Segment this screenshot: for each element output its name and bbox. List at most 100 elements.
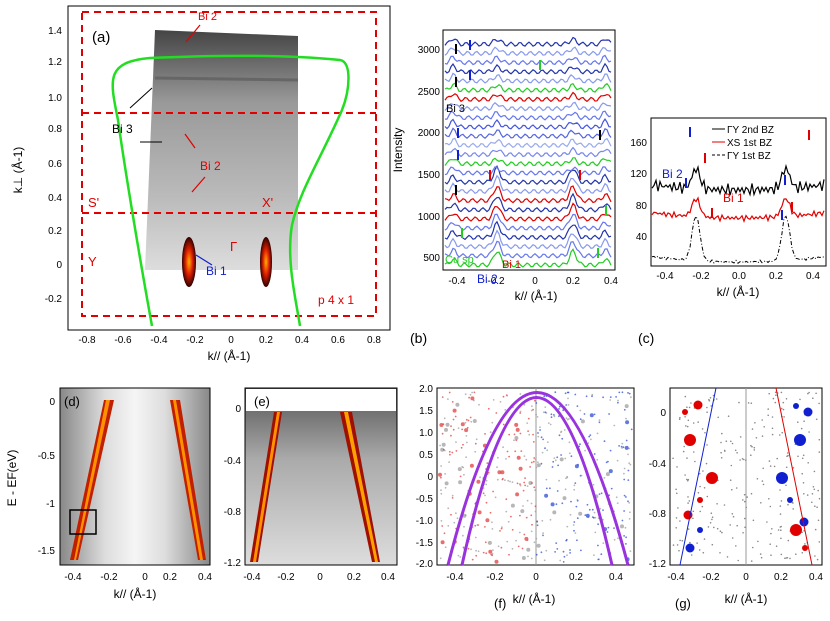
band-dot [594, 531, 597, 534]
band-dot [540, 462, 543, 465]
band-dot [523, 403, 526, 406]
ytick: -1.5 [38, 546, 56, 557]
band-dot [596, 458, 599, 461]
panel-a-ylabel: k⊥ (Å-1) [10, 147, 25, 193]
band-dot [721, 531, 723, 534]
band-dot [682, 450, 685, 453]
arrow [191, 176, 206, 193]
panel-a-xlabel: k// (Å-1) [208, 348, 251, 363]
band-dot [629, 463, 632, 466]
reconstruction-label: p 4 x 1 [318, 293, 354, 307]
band-dot [510, 503, 515, 508]
xtick: -0.2 [486, 572, 504, 583]
band-dot [701, 505, 704, 508]
band-dot [753, 449, 756, 451]
band-dot [561, 502, 564, 505]
ytick: 0 [235, 404, 241, 415]
band-dot [573, 488, 576, 491]
band-dot-large [693, 400, 703, 410]
band-dot [787, 503, 789, 506]
band-dot [579, 418, 582, 421]
band-dot [698, 549, 701, 551]
band-dot [592, 483, 595, 486]
band-dot [725, 440, 728, 443]
band-dot [442, 423, 445, 426]
band-dot [574, 532, 577, 534]
band-dot [544, 493, 549, 498]
ytick: 0 [49, 397, 55, 408]
band-dot [464, 428, 469, 433]
band-dot [505, 458, 507, 460]
band-dot [489, 511, 492, 514]
band-dot [624, 526, 627, 529]
band-dot [779, 526, 782, 528]
band-dot [782, 408, 785, 411]
panel-e: (e) 0 -0.4 -0.8 -1.2 -0.4 -0.2 0 0.2 0.4 [224, 387, 398, 583]
band-dot [546, 449, 549, 452]
band-dot [756, 478, 759, 480]
band-dot-large [803, 407, 813, 417]
band-dot [444, 546, 447, 549]
band-dot [774, 401, 777, 404]
band-dot [622, 446, 625, 449]
bi2-label: Bi 2 [662, 167, 683, 181]
band-dot [784, 557, 786, 560]
band-dot [818, 497, 821, 500]
panel-c-label: (c) [638, 330, 654, 346]
band-dot [779, 434, 781, 436]
band-dot [545, 549, 548, 552]
band-dot [731, 488, 733, 491]
panel-f-dots [438, 391, 633, 564]
xtick: -0.4 [64, 572, 82, 583]
ytick: 40 [636, 232, 648, 243]
band-dot [617, 401, 619, 404]
ytick: 2500 [418, 87, 441, 98]
band-dot [688, 500, 691, 502]
band-dot [579, 443, 581, 446]
band-dot [800, 427, 803, 430]
band-dot [532, 433, 534, 436]
band-dot [694, 460, 696, 463]
band-dot [505, 498, 508, 501]
band-dot [569, 549, 571, 551]
band-dot [745, 459, 747, 462]
ytick: 80 [636, 201, 648, 212]
band-dot [709, 522, 712, 524]
bi2-label: Bi 2 [477, 272, 498, 286]
band-dot [466, 441, 468, 444]
band-dot [757, 540, 759, 543]
band-dot [519, 483, 521, 485]
band-dot [506, 450, 509, 453]
band-dot [554, 459, 557, 462]
band-dot [574, 393, 577, 396]
band-dot [491, 554, 494, 557]
band-dot [706, 495, 709, 498]
band-dot [583, 413, 586, 415]
panel-a: 1.4 1.2 1.0 0.8 0.6 0.4 0.2 0 -0.2 -0.8 … [10, 5, 391, 363]
band-dot [593, 511, 596, 514]
band-dot [799, 398, 801, 401]
spectrum-curve [444, 248, 612, 268]
legend-item: XS 1st BZ [727, 138, 772, 149]
band-dot [515, 492, 520, 497]
band-dot [709, 397, 712, 399]
spectrum-curve [444, 101, 612, 112]
band-dot-large [787, 497, 793, 503]
ytick: 0.2 [48, 226, 62, 237]
band-dot [685, 425, 687, 427]
band-dot [616, 459, 619, 462]
band-dot [514, 436, 519, 440]
xtick: 0 [743, 572, 749, 583]
band-dot [731, 513, 734, 515]
band-dot [507, 520, 510, 523]
band-dot [623, 510, 625, 512]
band-dot [479, 476, 481, 479]
band-dot [730, 440, 732, 443]
band-dot [444, 486, 447, 489]
band-dot [519, 432, 522, 435]
band-dot [602, 509, 604, 511]
band-dot [692, 510, 695, 513]
band-dot [568, 452, 571, 455]
band-dot [477, 510, 482, 515]
band-dot [534, 489, 536, 492]
